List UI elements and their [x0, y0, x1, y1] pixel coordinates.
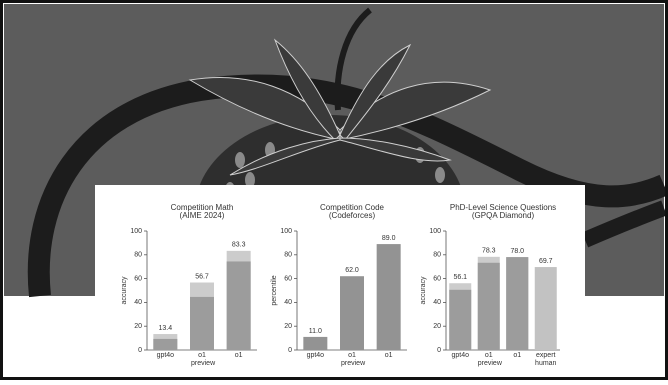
x-tick-label: gpt4o: [451, 352, 470, 359]
x-tick-label: o1 preview: [341, 352, 366, 367]
y-tick-label: 60: [134, 275, 142, 282]
bar: [477, 262, 500, 350]
x-tick-label-box: o1: [513, 352, 522, 359]
value-label: 56.1: [453, 274, 467, 281]
x-tick-label: gpt4o: [306, 352, 325, 359]
x-tick-label-box: o1 preview: [477, 352, 502, 367]
bar: [190, 296, 214, 350]
chart-title: Competition Code: [320, 203, 385, 212]
y-axis-label: accuracy: [121, 276, 128, 305]
value-label: 89.0: [382, 235, 396, 242]
hero-swirl: [581, 200, 667, 248]
chart-title: PhD-Level Science Questions: [450, 203, 556, 212]
x-tick-label-box: gpt4o: [156, 352, 175, 359]
value-label: 78.0: [510, 248, 524, 255]
chart-subtitle: (AIME 2024): [180, 211, 225, 220]
x-tick-label: o1: [384, 352, 393, 359]
value-label: 69.7: [539, 258, 553, 265]
bar: [534, 267, 557, 350]
y-tick-label: 100: [130, 228, 142, 235]
strawberry-leaves: [188, 38, 492, 176]
strawberry-stem: [334, 7, 372, 111]
y-tick-label: 20: [134, 323, 142, 330]
y-tick-label: 80: [433, 252, 441, 259]
x-tick-label: o1: [513, 352, 522, 359]
y-tick-label: 40: [134, 299, 142, 306]
bar: [153, 338, 178, 350]
bar: [376, 244, 401, 350]
y-tick-label: 80: [134, 252, 142, 259]
value-label: 78.3: [482, 248, 496, 255]
x-tick-label: expert human: [535, 352, 557, 367]
y-tick-label: 0: [288, 347, 292, 354]
value-label: 83.3: [232, 242, 246, 249]
x-tick-label-box: expert human: [535, 352, 557, 367]
x-tick-label-box: o1: [234, 352, 243, 359]
chart-subtitle: (GPQA Diamond): [472, 211, 535, 220]
y-tick-label: 100: [280, 228, 292, 235]
x-tick-label: o1 preview: [477, 352, 502, 367]
y-tick-label: 60: [433, 275, 441, 282]
x-tick-label-box: o1: [384, 352, 393, 359]
value-label: 11.0: [309, 328, 322, 335]
y-tick-label: 20: [284, 323, 292, 330]
y-tick-label: 60: [284, 275, 292, 282]
x-tick-label-box: o1 preview: [341, 352, 366, 367]
x-tick-label: o1: [234, 352, 243, 359]
x-tick-label: gpt4o: [156, 352, 175, 359]
value-label: 56.7: [195, 273, 209, 280]
bar: [303, 336, 328, 350]
bar: [506, 257, 529, 350]
y-tick-label: 40: [433, 299, 441, 306]
value-label: 62.0: [345, 267, 359, 274]
bar: [340, 276, 364, 350]
x-tick-label-box: o1 preview: [191, 352, 216, 367]
y-tick-label: 100: [429, 228, 441, 235]
chart-subtitle: (Codeforces): [329, 211, 376, 220]
x-tick-label-box: gpt4o: [451, 352, 470, 359]
x-tick-label-box: gpt4o: [306, 352, 325, 359]
value-label: 13.4: [159, 325, 173, 332]
bar: [226, 261, 251, 350]
chart-title: Competition Math: [171, 203, 234, 212]
y-tick-label: 40: [284, 299, 292, 306]
y-axis-label: accuracy: [420, 276, 427, 305]
y-tick-label: 80: [284, 252, 292, 259]
y-tick-label: 0: [437, 347, 441, 354]
bar: [449, 289, 472, 350]
x-tick-label: o1 preview: [191, 352, 216, 367]
y-tick-label: 20: [433, 323, 441, 330]
y-tick-label: 0: [138, 347, 142, 354]
y-axis-label: percentile: [271, 275, 278, 305]
